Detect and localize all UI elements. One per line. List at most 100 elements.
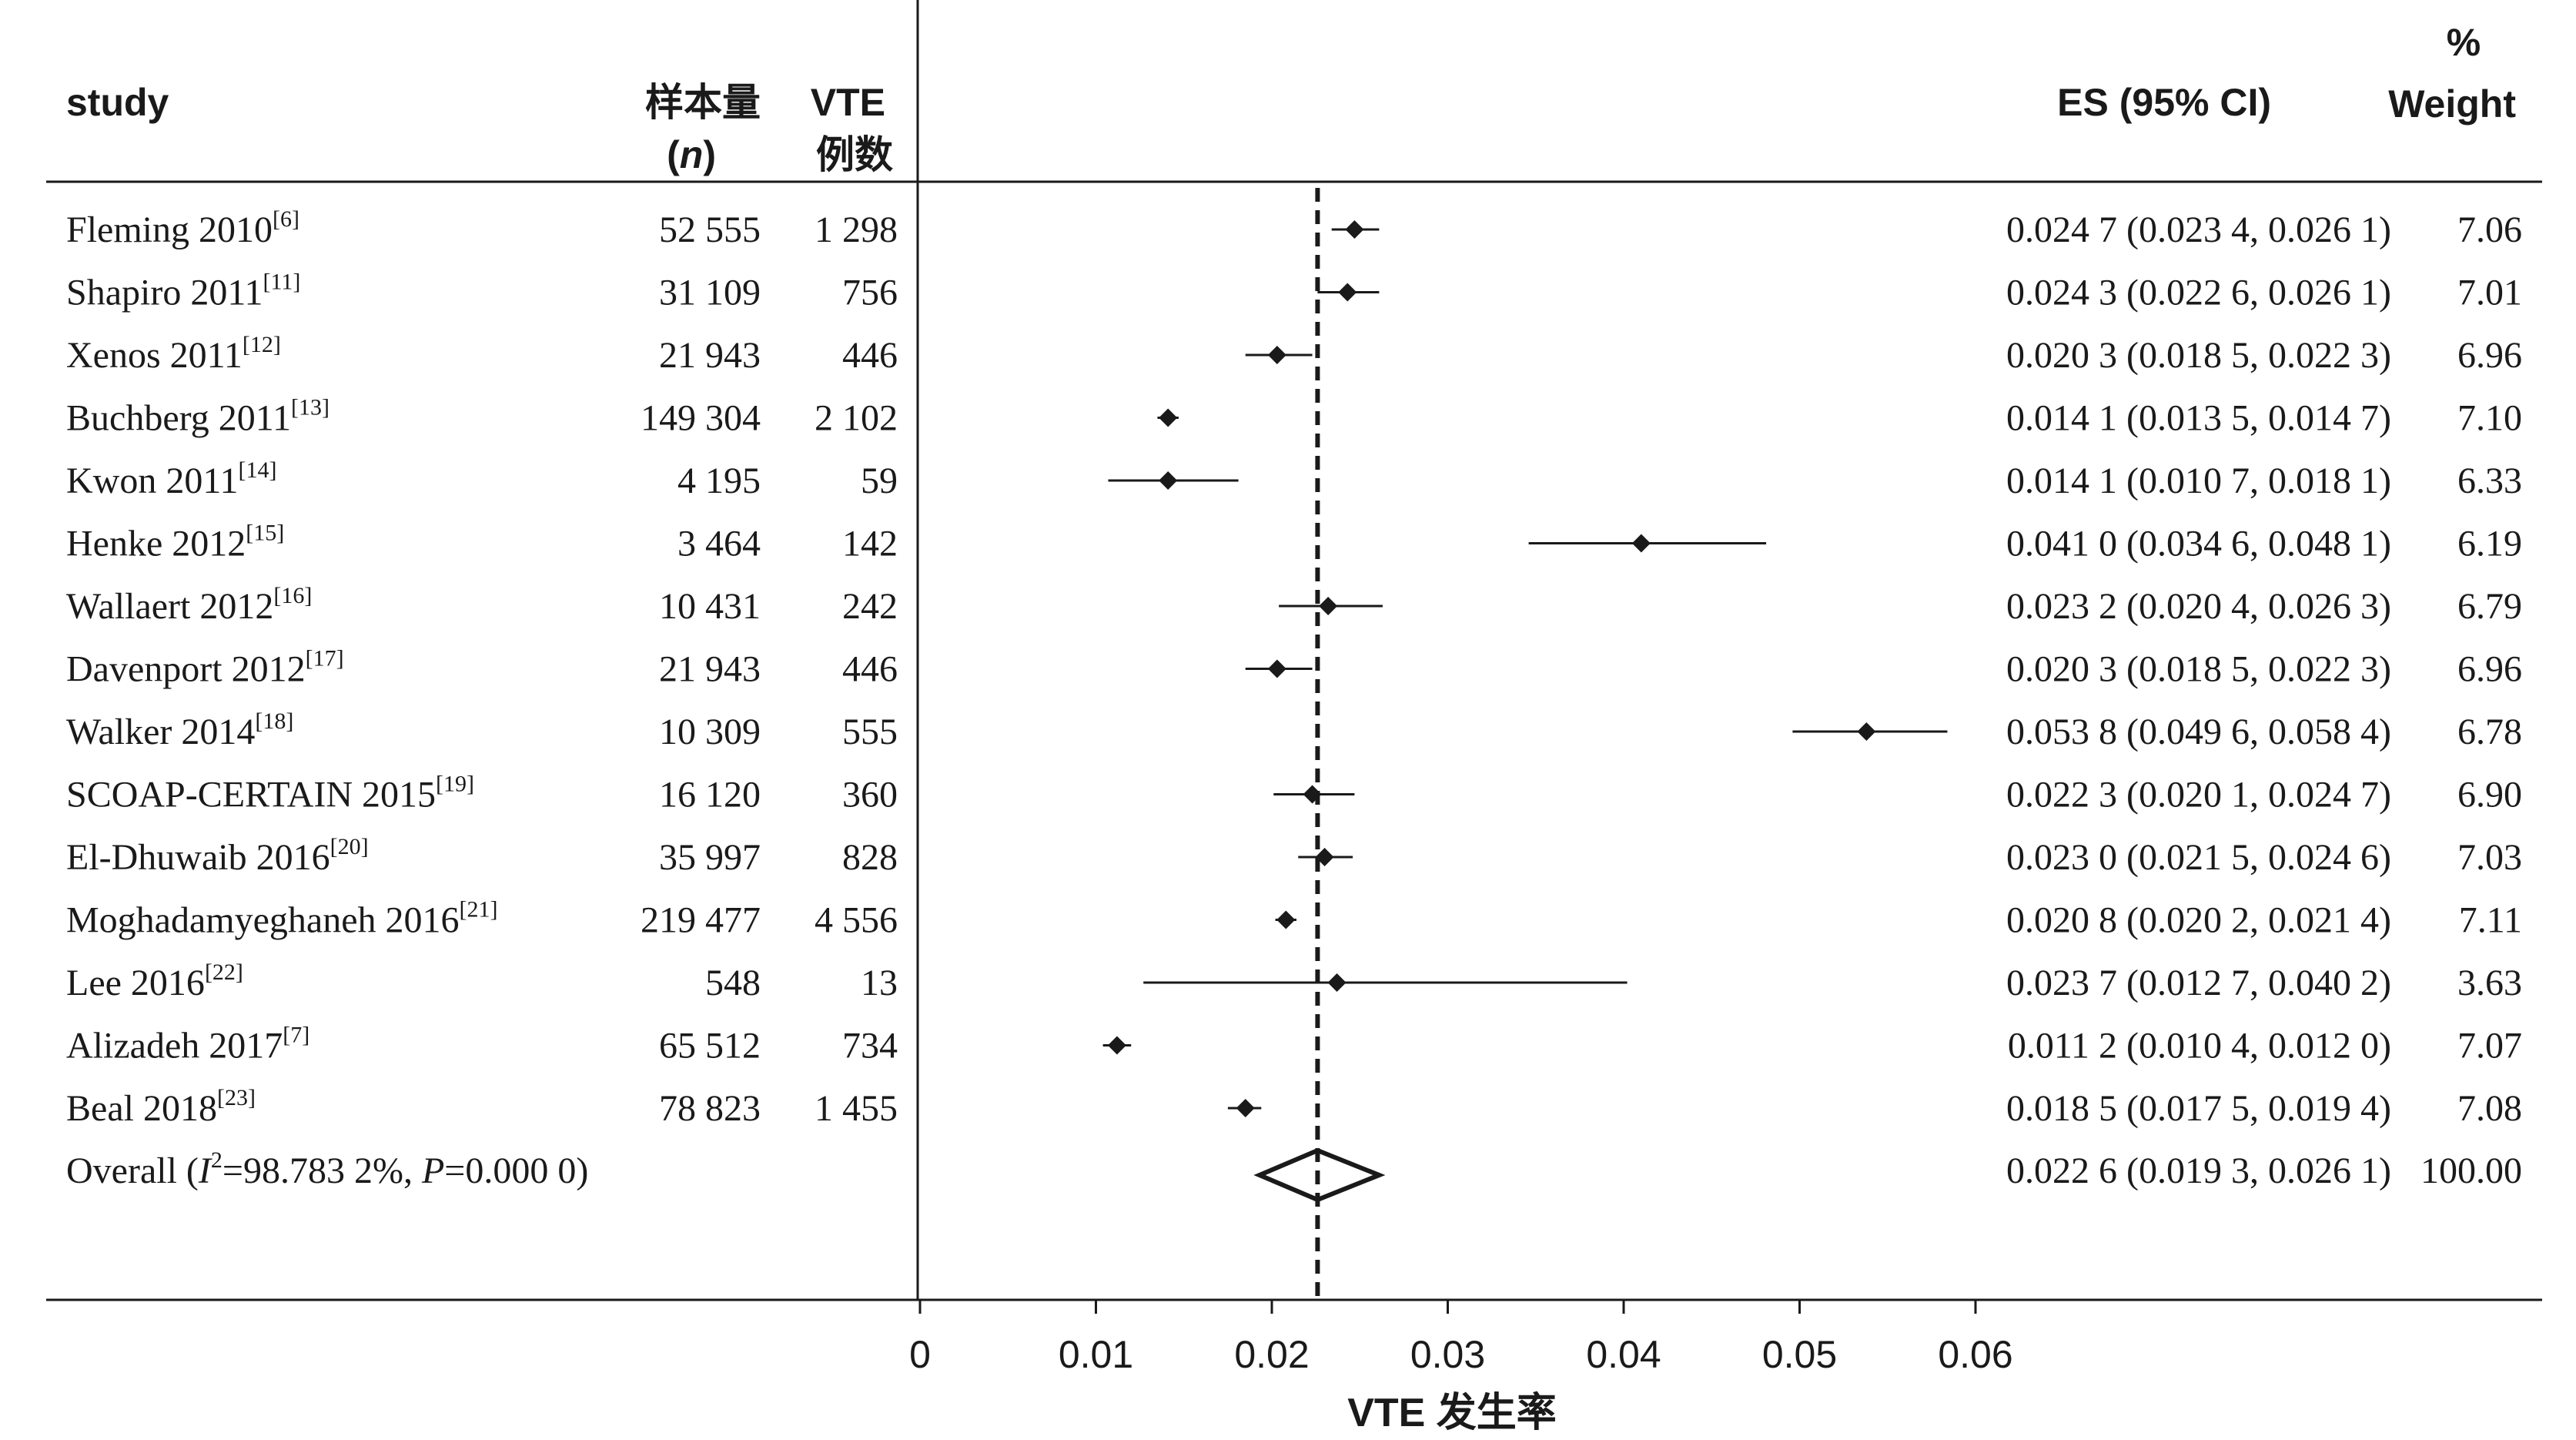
study-point-marker <box>1236 1099 1255 1117</box>
study-vte-cases: 446 <box>842 335 898 376</box>
study-sample-size: 149 304 <box>641 398 761 439</box>
x-axis-label: VTE 发生率 <box>1347 1391 1557 1435</box>
study-name-text: Walker 2014 <box>66 712 255 752</box>
study-name-text: Buchberg 2011 <box>66 398 291 439</box>
study-sample-size: 219 477 <box>641 900 761 941</box>
study-sample-size: 4 195 <box>677 460 761 501</box>
study-name: Xenos 2011[12] <box>66 332 281 376</box>
study-vte-cases: 242 <box>842 586 898 627</box>
study-name-text: Beal 2018 <box>66 1088 217 1129</box>
study-sample-size: 3 464 <box>677 524 761 564</box>
study-reference: [22] <box>205 959 243 985</box>
study-name: Alizadeh 2017[7] <box>66 1023 309 1067</box>
study-ci-text: 0.020 3 (0.018 5, 0.022 3) <box>2006 335 2391 376</box>
study-row: Alizadeh 2017[7] 65 512 734 0.011 2 (0.010 … <box>66 1023 2522 1067</box>
study-name-text: Davenport 2012 <box>66 649 306 690</box>
study-reference: [16] <box>273 583 312 608</box>
study-sample-size: 10 431 <box>659 586 761 627</box>
study-rows: Fleming 2010[6] 52 555 1 298 0.024 7 (0.023… <box>66 206 2522 1129</box>
study-ci-text: 0.041 0 (0.034 6, 0.048 1) <box>2006 524 2391 564</box>
study-name: El-Dhuwaib 2016[20] <box>66 834 369 878</box>
study-vte-cases: 360 <box>842 775 898 815</box>
study-row: Kwon 2011[14] 4 195 59 0.014 1 (0.010 7, 0.… <box>66 457 2522 501</box>
study-name-text: Fleming 2010 <box>66 209 273 250</box>
overall-label-sup: 2 <box>211 1147 222 1173</box>
study-weight: 6.96 <box>2457 335 2522 376</box>
study-ci-text: 0.020 8 (0.020 2, 0.021 4) <box>2006 900 2391 941</box>
study-name-text: Lee 2016 <box>66 963 205 1003</box>
header-weight: Weight <box>2388 82 2516 126</box>
study-row: Lee 2016[22] 548 13 0.023 7 (0.012 7, 0.040… <box>66 959 2522 1003</box>
study-point-marker <box>1159 408 1178 427</box>
study-sample-size: 65 512 <box>659 1026 761 1067</box>
study-name-text: Moghadamyeghaneh 2016 <box>66 900 460 941</box>
study-weight: 6.33 <box>2457 460 2522 501</box>
study-weight: 6.90 <box>2457 775 2522 815</box>
study-name-text: Alizadeh 2017 <box>66 1026 283 1067</box>
study-point-marker <box>1857 722 1876 741</box>
header-weight-percent: % <box>2447 21 2481 64</box>
header-n-close: ) <box>703 133 716 176</box>
study-row: Buchberg 2011[13] 149 304 2 102 0.014 1 (0.… <box>66 395 2522 439</box>
study-row: Walker 2014[18] 10 309 555 0.053 8 (0.049 6… <box>66 708 2522 752</box>
header-vte: VTE <box>811 81 885 124</box>
study-weight: 6.78 <box>2457 712 2522 752</box>
study-weight: 7.03 <box>2457 837 2522 878</box>
study-name-text: Kwon 2011 <box>66 460 239 501</box>
study-row: Moghadamyeghaneh 2016[21] 219 477 4 556 0.0… <box>66 897 2522 941</box>
overall-label-i: I <box>198 1150 212 1191</box>
x-axis-tick-label: 0.05 <box>1762 1333 1837 1376</box>
study-vte-cases: 1 455 <box>815 1088 898 1129</box>
study-vte-cases: 59 <box>861 460 898 501</box>
x-axis-tick-label: 0.04 <box>1586 1333 1661 1376</box>
study-weight: 6.79 <box>2457 586 2522 627</box>
header-sample-size: 样本量 <box>645 81 761 124</box>
study-weight: 3.63 <box>2457 963 2522 1003</box>
x-axis-tick-label: 0.03 <box>1410 1333 1485 1376</box>
overall-label-p: P <box>421 1150 444 1191</box>
study-weight: 7.01 <box>2457 273 2522 313</box>
study-vte-cases: 4 556 <box>815 900 898 941</box>
x-axis-tick-label: 0.01 <box>1059 1333 1133 1376</box>
study-name-text: SCOAP-CERTAIN 2015 <box>66 775 436 815</box>
study-ci-text: 0.024 7 (0.023 4, 0.026 1) <box>2006 209 2391 250</box>
study-vte-cases: 756 <box>842 273 898 313</box>
study-vte-cases: 2 102 <box>815 398 898 439</box>
study-point-marker <box>1345 220 1364 239</box>
study-sample-size: 10 309 <box>659 712 761 752</box>
study-point-marker <box>1319 597 1338 615</box>
study-row: Shapiro 2011[11] 31 109 756 0.024 3 (0.022 … <box>66 270 2522 313</box>
study-reference: [7] <box>283 1023 309 1048</box>
header-n-italic: n <box>680 133 704 176</box>
study-weight: 6.96 <box>2457 649 2522 690</box>
study-reference: [20] <box>330 834 369 859</box>
study-weight: 6.19 <box>2457 524 2522 564</box>
overall-label-mid: =98.783 2%, <box>222 1150 422 1191</box>
study-ci-text: 0.023 0 (0.021 5, 0.024 6) <box>2006 837 2391 878</box>
header-study: study <box>66 81 169 124</box>
study-ci-text: 0.011 2 (0.010 4, 0.012 0) <box>2008 1026 2391 1067</box>
study-name: Lee 2016[22] <box>66 959 243 1003</box>
study-reference: [19] <box>436 772 474 797</box>
study-row: Beal 2018[23] 78 823 1 455 0.018 5 (0.017 5… <box>66 1085 2522 1129</box>
study-row: El-Dhuwaib 2016[20] 35 997 828 0.023 0 (0.0… <box>66 834 2522 878</box>
study-ci-text: 0.053 8 (0.049 6, 0.058 4) <box>2006 712 2391 752</box>
study-sample-size: 35 997 <box>659 837 761 878</box>
study-weight: 7.07 <box>2457 1026 2522 1067</box>
study-name: SCOAP-CERTAIN 2015[19] <box>66 772 474 815</box>
overall-ci-text: 0.022 6 (0.019 3, 0.026 1) <box>2006 1150 2391 1191</box>
study-weight: 7.11 <box>2459 900 2522 941</box>
study-sample-size: 548 <box>705 963 761 1003</box>
study-name: Beal 2018[23] <box>66 1085 256 1129</box>
header-sample-size-n: (n) <box>667 133 716 176</box>
x-axis-tick-label: 0 <box>909 1333 931 1376</box>
study-sample-size: 21 943 <box>659 335 761 376</box>
study-point-marker <box>1338 283 1357 302</box>
study-reference: [15] <box>246 521 284 546</box>
study-point-marker <box>1327 973 1347 992</box>
header-n-open: ( <box>667 133 680 176</box>
study-name: Fleming 2010[6] <box>66 206 299 250</box>
study-row: Fleming 2010[6] 52 555 1 298 0.024 7 (0.023… <box>66 206 2522 250</box>
overall-weight: 100.00 <box>2420 1150 2522 1191</box>
